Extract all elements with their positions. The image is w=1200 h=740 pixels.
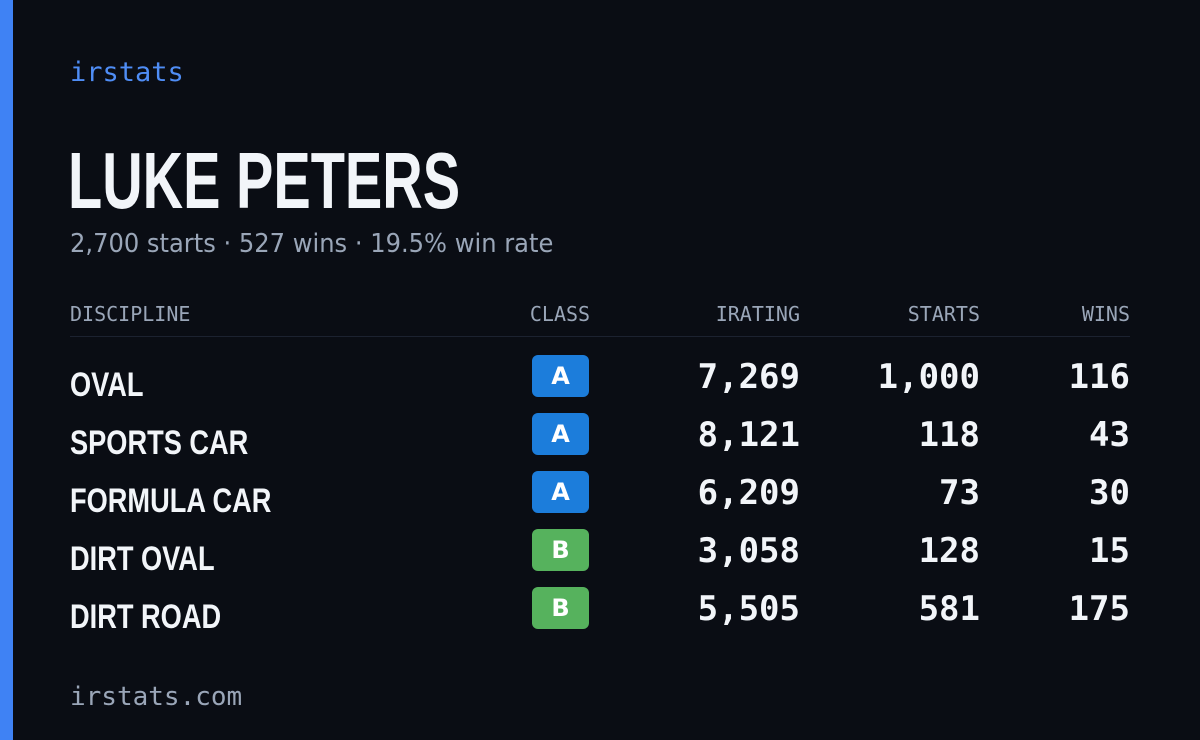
class-badge: B bbox=[532, 529, 589, 571]
irating-value: 7,269 bbox=[697, 357, 800, 397]
column-header-discipline: DISCIPLINE bbox=[70, 302, 191, 326]
column-header-irating: IRATING bbox=[715, 302, 800, 326]
table-row: DIRT OVAL B 3,058 128 15 bbox=[0, 529, 1200, 587]
discipline-name: FORMULA CAR bbox=[70, 482, 272, 520]
wins-value: 15 bbox=[1089, 531, 1130, 571]
starts-value: 73 bbox=[939, 473, 980, 513]
discipline-name: SPORTS CAR bbox=[70, 424, 249, 462]
discipline-name: DIRT ROAD bbox=[70, 598, 222, 636]
table-row: DIRT ROAD B 5,505 581 175 bbox=[0, 587, 1200, 645]
accent-bar bbox=[0, 0, 13, 740]
driver-name: LUKE PETERS bbox=[68, 136, 461, 225]
starts-value: 128 bbox=[918, 531, 980, 571]
starts-value: 118 bbox=[918, 415, 980, 455]
driver-summary: 2,700 starts · 527 wins · 19.5% win rate bbox=[70, 229, 554, 259]
table-row: OVAL A 7,269 1,000 116 bbox=[0, 355, 1200, 413]
column-header-wins: WINS bbox=[1081, 302, 1130, 326]
irating-value: 8,121 bbox=[697, 415, 800, 455]
brand-logo: irstats bbox=[70, 57, 184, 88]
starts-value: 581 bbox=[918, 589, 980, 629]
irating-value: 3,058 bbox=[697, 531, 800, 571]
wins-value: 116 bbox=[1068, 357, 1130, 397]
wins-value: 30 bbox=[1089, 473, 1130, 513]
class-badge: A bbox=[532, 355, 589, 397]
discipline-name: DIRT OVAL bbox=[70, 540, 215, 578]
class-badge: B bbox=[532, 587, 589, 629]
wins-value: 175 bbox=[1068, 589, 1130, 629]
table-row: SPORTS CAR A 8,121 118 43 bbox=[0, 413, 1200, 471]
irating-value: 6,209 bbox=[697, 473, 800, 513]
irating-value: 5,505 bbox=[697, 589, 800, 629]
class-badge: A bbox=[532, 413, 589, 455]
class-badge: A bbox=[532, 471, 589, 513]
discipline-name: OVAL bbox=[70, 366, 144, 404]
table-row: FORMULA CAR A 6,209 73 30 bbox=[0, 471, 1200, 529]
column-header-class: CLASS bbox=[529, 302, 591, 326]
starts-value: 1,000 bbox=[877, 357, 980, 397]
wins-value: 43 bbox=[1089, 415, 1130, 455]
column-header-starts: STARTS bbox=[907, 302, 980, 326]
footer-url: irstats.com bbox=[70, 682, 243, 712]
header-divider bbox=[70, 336, 1130, 337]
